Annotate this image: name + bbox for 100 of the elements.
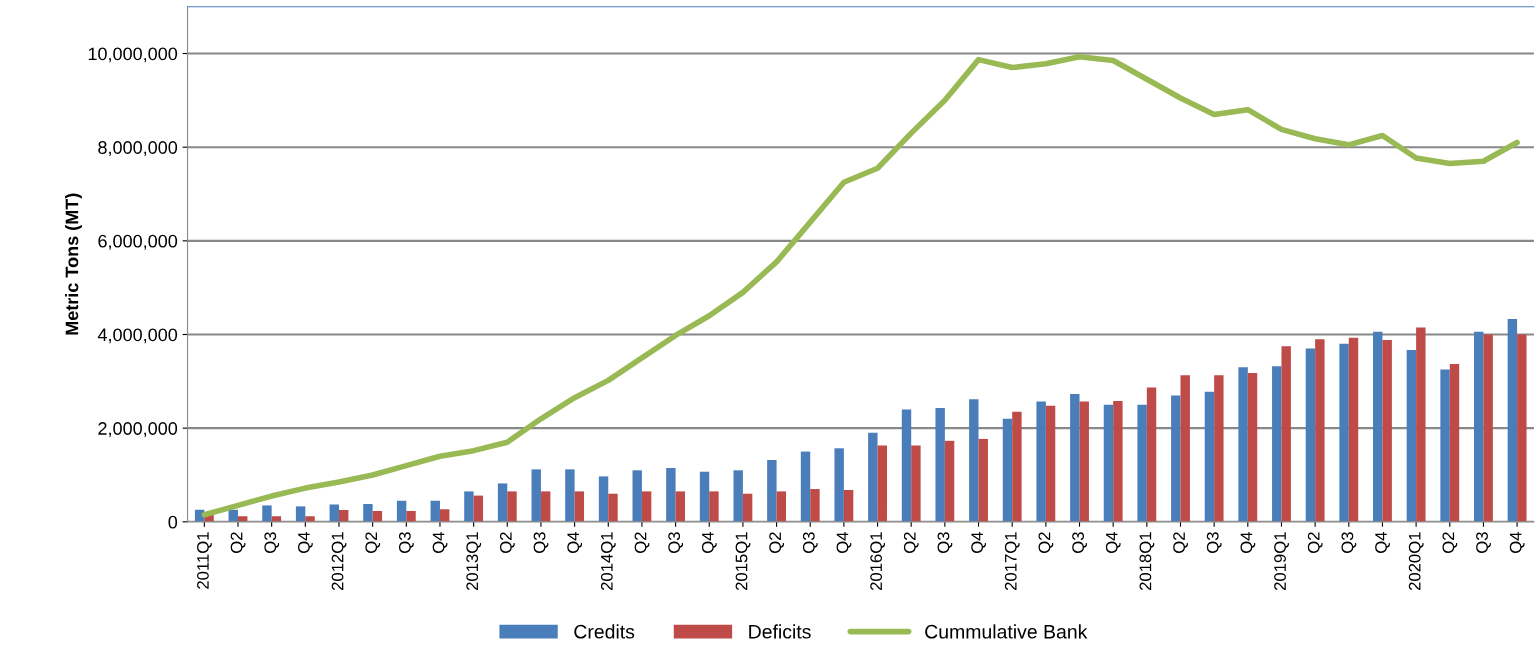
bar [843,489,854,522]
x-tick-label: Q2 [230,532,246,553]
bar [1079,401,1089,522]
bar [598,476,609,522]
bar [666,467,676,522]
x-tick-label: 2012Q1 [331,532,347,591]
bar [767,460,777,522]
x-tick-label: Q3 [668,532,684,553]
bar [329,504,339,522]
bar [1406,349,1417,522]
bar [810,489,820,522]
x-tick-label: Q3 [533,532,549,553]
bar [1440,369,1450,522]
bar [1305,348,1316,522]
bar [675,491,686,522]
bar [574,491,585,522]
bar [608,493,618,522]
x-tick-label: Q2 [365,532,381,553]
x-tick-label: Q4 [971,532,986,553]
bar [1012,411,1022,522]
x-tick-label: Q3 [802,532,818,553]
bar [800,451,811,522]
bar [1002,418,1013,522]
bar [1339,343,1349,522]
bar [868,432,878,522]
bar [295,506,306,522]
bar [531,469,541,522]
bar [1103,404,1114,522]
bar [1214,375,1224,522]
bar [1036,401,1046,522]
bar [473,495,484,522]
x-tick-label: 2013Q1 [466,532,482,591]
x-tick-label: 2020Q1 [1408,532,1424,591]
y-axis-title: Metric Tons (MT) [65,193,82,335]
bar [1272,366,1282,522]
bar [1373,331,1383,522]
bar [944,440,955,522]
x-tick-label: Q4 [567,532,583,553]
bar [978,438,988,522]
bar [1070,393,1080,522]
bar [1180,375,1190,522]
x-tick-label: 2011Q1 [197,532,212,589]
bar [742,493,753,522]
bar [1204,391,1215,522]
bar [1416,327,1426,522]
bar [1382,340,1392,522]
bar [935,408,945,522]
x-tick-label: Q4 [298,532,313,553]
bar [1517,334,1527,522]
x-tick-label: Q3 [264,532,280,553]
x-tick-label: 2016Q1 [870,532,886,591]
x-tick-label: Q4 [1240,532,1256,553]
x-tick-label: Q2 [769,532,785,553]
bar [507,491,517,522]
x-tick-label: Q3 [1206,532,1222,553]
bar [1113,401,1123,522]
x-tick-label: Q2 [1173,532,1188,553]
bar [439,509,450,522]
x-tick-label: Q2 [1307,532,1323,553]
x-tick-label: Q2 [1038,532,1054,553]
legend-label: Credits [574,624,635,639]
bar [1146,387,1157,522]
x-tick-label: Q4 [1375,532,1390,553]
x-tick-label: Q4 [836,532,852,553]
x-tick-label: 2017Q1 [1004,532,1020,591]
bar [1281,346,1291,522]
x-tick-label: Q3 [937,532,953,553]
x-tick-label: Q2 [1442,532,1458,553]
bar [540,491,551,522]
x-tick-label: Q2 [499,532,515,553]
bar [363,504,373,522]
bar [1449,364,1460,522]
bar [911,445,921,522]
legend-label: Deficits [749,624,811,639]
bar [1045,405,1056,522]
bar [262,505,272,522]
bar [1238,367,1248,522]
bar [1315,339,1325,522]
x-tick-label: Q2 [903,532,919,553]
bar [1137,404,1147,522]
bar [1348,337,1359,522]
x-tick-label: Q2 [634,532,650,553]
y-tick-label: 2,000,000 [98,422,178,438]
x-tick-label: Q3 [1341,532,1357,553]
bar [565,469,575,522]
bar [834,448,844,522]
bar [1474,331,1484,522]
bar [901,409,912,522]
bar [733,470,743,522]
x-tick-label: Q3 [1476,532,1491,553]
x-tick-label: Q3 [398,532,414,553]
y-tick-label: 4,000,000 [97,328,178,344]
bar [396,500,407,522]
bar [464,491,474,522]
x-tick-label: Q3 [1072,532,1087,553]
x-tick-label: 2019Q1 [1274,532,1289,591]
bar [497,483,508,522]
bar [699,471,710,522]
bar [776,491,786,522]
bar [1483,334,1493,522]
